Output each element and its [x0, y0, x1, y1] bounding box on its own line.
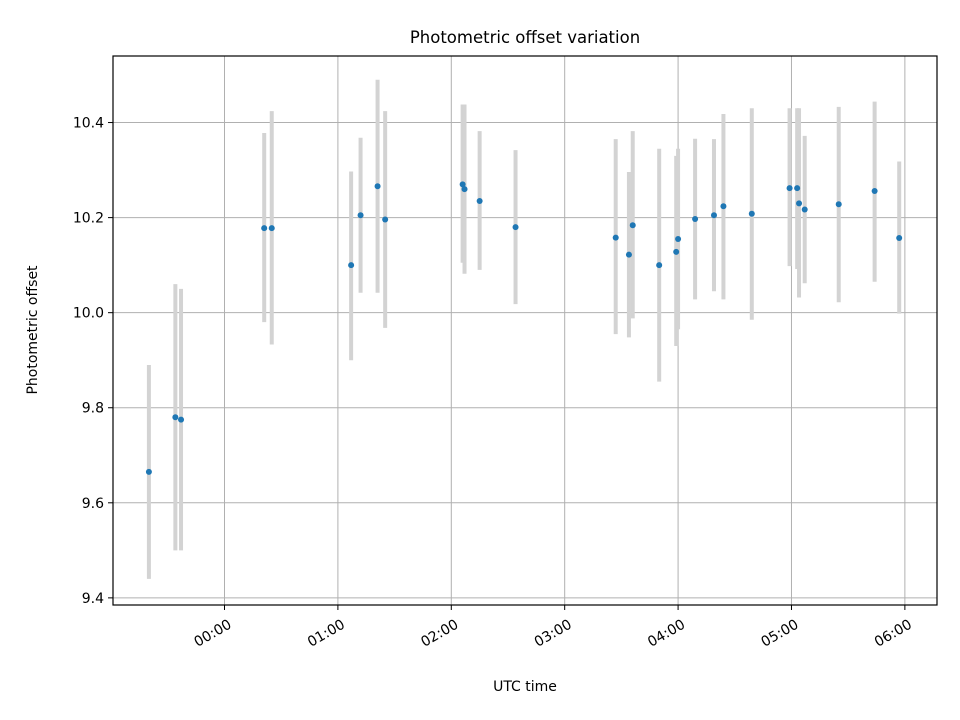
- data-point: [748, 210, 755, 217]
- x-tick-label: 06:00: [872, 617, 915, 651]
- data-point: [268, 225, 275, 232]
- x-axis-ticks: 00:00 01:00 02:00 03:00 04:00 05:00 06:00: [192, 605, 915, 651]
- data-point: [374, 183, 381, 190]
- data-point: [720, 203, 727, 210]
- data-point: [476, 197, 483, 204]
- data-point: [835, 201, 842, 208]
- data-point: [512, 224, 519, 231]
- data-point: [382, 216, 389, 223]
- y-tick-label: 10.0: [73, 306, 104, 322]
- data-point: [673, 248, 680, 255]
- y-tick-label: 9.4: [82, 591, 104, 607]
- error-bars: [146, 79, 902, 579]
- chart-title: Photometric offset variation: [410, 28, 640, 47]
- y-tick-label: 10.4: [73, 116, 104, 132]
- data-point: [629, 222, 636, 229]
- data-point: [710, 212, 717, 219]
- grid-lines: [113, 56, 937, 605]
- data-point: [625, 251, 632, 258]
- data-point: [178, 416, 185, 423]
- x-tick-label: 03:00: [532, 617, 575, 651]
- data-point: [871, 187, 878, 194]
- data-point: [348, 262, 355, 269]
- x-tick-label: 05:00: [759, 617, 802, 651]
- data-point: [794, 185, 801, 192]
- data-point: [801, 206, 808, 213]
- data-point: [461, 186, 468, 193]
- x-tick-label: 04:00: [645, 617, 688, 651]
- data-point: [786, 185, 793, 192]
- data-point: [357, 212, 364, 219]
- data-point: [261, 225, 268, 232]
- data-point: [675, 236, 682, 242]
- x-axis-label: UTC time: [493, 679, 557, 695]
- y-tick-label: 9.8: [82, 401, 104, 417]
- x-tick-label: 00:00: [192, 617, 235, 651]
- x-tick-label: 02:00: [418, 617, 461, 651]
- plot-frame: [112, 55, 938, 606]
- y-axis-ticks: 9.4 9.6 9.8 10.0 10.2 10.4: [73, 116, 113, 607]
- data-point: [459, 181, 466, 188]
- data-point: [796, 200, 803, 207]
- y-tick-label: 10.2: [73, 211, 104, 227]
- y-tick-label: 9.6: [82, 496, 104, 512]
- data-point: [692, 216, 699, 223]
- data-points: [145, 181, 903, 475]
- data-point: [656, 262, 663, 269]
- data-point: [896, 235, 903, 242]
- data-point: [612, 234, 619, 241]
- y-axis-label: Photometric offset: [25, 265, 41, 395]
- x-tick-label: 01:00: [305, 617, 348, 651]
- data-point: [172, 414, 179, 421]
- data-point: [145, 468, 152, 475]
